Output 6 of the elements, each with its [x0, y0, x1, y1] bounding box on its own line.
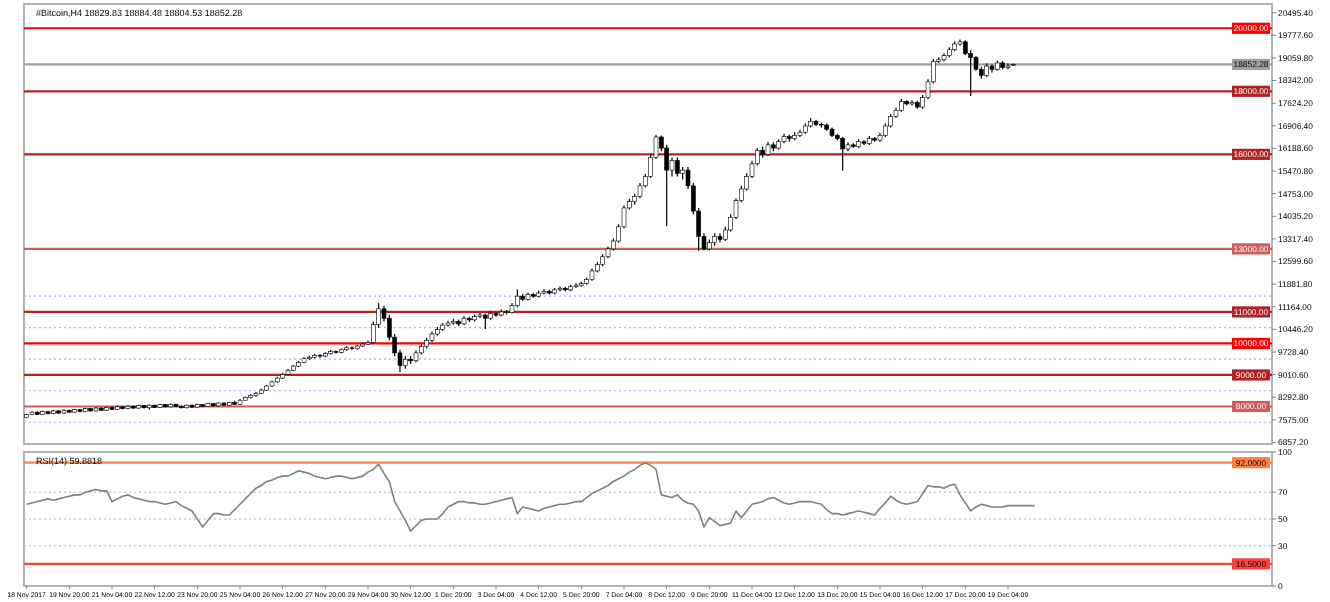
candlestick	[675, 156, 680, 178]
candlestick	[317, 353, 323, 359]
candlestick	[840, 136, 845, 172]
candlestick	[717, 232, 723, 244]
candlestick	[333, 349, 339, 355]
line-series	[25, 461, 1036, 532]
